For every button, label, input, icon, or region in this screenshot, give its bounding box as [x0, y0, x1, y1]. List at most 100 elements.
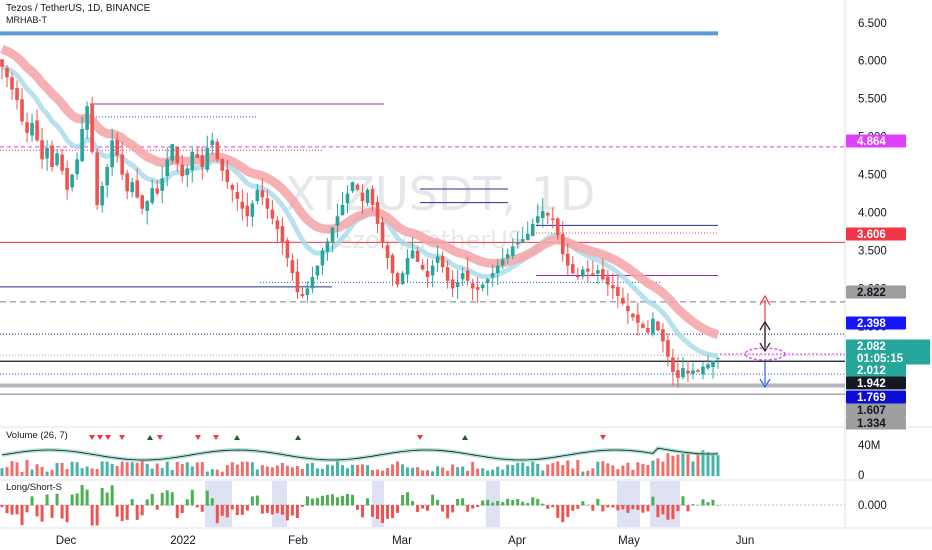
- volume-bar: [636, 462, 640, 476]
- long-short-bar: [55, 493, 59, 506]
- candle-body: [676, 370, 680, 378]
- candle-body: [45, 147, 49, 159]
- volume-bar: [30, 469, 34, 476]
- long-short-bar: [411, 501, 415, 506]
- long-short-bar: [75, 493, 79, 506]
- long-short-bar: [40, 505, 44, 522]
- candle-body: [370, 188, 375, 205]
- volume-bar: [305, 463, 309, 476]
- long-short-bar: [295, 505, 299, 519]
- long-short-bar: [386, 505, 390, 519]
- volume-bar: [521, 462, 525, 476]
- time-tick-label: 2022: [170, 535, 196, 547]
- long-short-bar: [135, 505, 139, 521]
- candle-body: [686, 370, 690, 374]
- long-short-bar: [586, 504, 590, 506]
- volume-bar: [40, 466, 44, 476]
- candle-body: [5, 68, 9, 78]
- long-short-bar: [406, 492, 410, 506]
- long-short-bar: [706, 502, 710, 506]
- candle-body: [120, 154, 124, 175]
- price-tag-box: [846, 227, 906, 241]
- candle-body: [475, 287, 480, 290]
- candle-body: [621, 297, 625, 304]
- candle-body: [550, 218, 555, 221]
- volume-bar: [220, 471, 224, 476]
- long-short-bar: [210, 498, 214, 506]
- long-short-bar: [546, 505, 550, 509]
- volume-bar: [80, 468, 84, 476]
- volume-bar: [696, 453, 700, 476]
- candle-body: [305, 288, 310, 295]
- volume-bar: [85, 466, 89, 476]
- long-short-bar: [686, 505, 690, 512]
- long-short-bar: [260, 505, 264, 514]
- candle-body: [210, 140, 215, 146]
- time-tick-label: May: [618, 535, 640, 547]
- volume-bar: [340, 465, 344, 476]
- long-short-bar: [621, 505, 625, 510]
- long-short-bar: [551, 505, 555, 508]
- candle-body: [430, 265, 435, 276]
- candle-body: [385, 245, 390, 259]
- long-short-pane[interactable]: [0, 481, 845, 527]
- volume-bar: [621, 465, 625, 476]
- volume-bar: [591, 468, 595, 476]
- long-short-bar: [471, 505, 475, 509]
- price-tag-label: 01:05:15: [857, 353, 904, 365]
- volume-down-marker: [600, 435, 606, 440]
- volume-bar: [396, 461, 400, 476]
- volume-bar: [586, 470, 590, 476]
- symbol-title: Tezos / TetherUS, 1D, BINANCE: [6, 3, 151, 14]
- long-short-bar: [20, 505, 24, 526]
- price-tag-box: [846, 316, 906, 330]
- volume-bar: [651, 460, 655, 476]
- long-short-bar: [461, 498, 465, 506]
- long-short-bar: [245, 505, 249, 511]
- candle-body: [185, 168, 190, 175]
- long-short-bar: [170, 492, 174, 506]
- long-short-bar: [561, 505, 565, 523]
- annotations[interactable]: [720, 294, 845, 389]
- volume-bar: [606, 463, 610, 476]
- volume-bar: [376, 469, 380, 476]
- time-axis[interactable]: Dec 2022 Feb Mar Apr May Jun: [56, 535, 755, 547]
- volume-bar: [10, 461, 14, 476]
- volume-bar: [681, 453, 685, 476]
- long-short-bar: [601, 505, 605, 512]
- volume-bar: [295, 466, 299, 476]
- candle-body: [340, 204, 345, 216]
- candle-body: [190, 151, 195, 171]
- long-short-bar: [355, 505, 359, 510]
- volume-down-marker: [195, 435, 201, 440]
- long-short-bar: [571, 505, 575, 511]
- volume-bar: [381, 470, 385, 476]
- long-short-bar: [140, 505, 144, 516]
- long-short-bar: [451, 505, 455, 513]
- price-tags: 4.8643.6062.8222.3982.08201:05:152.0121.…: [846, 134, 930, 430]
- volume-bar: [135, 462, 139, 476]
- long-short-bar: [646, 505, 650, 512]
- candle-body: [535, 216, 540, 223]
- long-short-bar: [596, 498, 600, 506]
- candle-body: [75, 159, 79, 175]
- candle-body: [20, 99, 24, 122]
- price-axis[interactable]: 6.5006.0005.5005.0004.5004.0003.5003.000…: [858, 18, 887, 512]
- long-short-bar: [531, 497, 535, 506]
- candle-body: [400, 273, 405, 284]
- long-short-bar: [556, 505, 560, 518]
- volume-bar: [200, 462, 204, 476]
- long-short-bar: [381, 505, 385, 523]
- volume-pane[interactable]: [0, 435, 720, 476]
- volume-bar: [401, 464, 405, 476]
- volume-bar: [426, 470, 430, 476]
- long-short-bar: [90, 505, 94, 526]
- candle-body: [661, 329, 665, 342]
- long-short-bar: [180, 505, 184, 514]
- long-short-bar: [676, 505, 680, 512]
- candle-body: [355, 184, 360, 190]
- long-short-bar: [581, 501, 585, 506]
- candle-body: [505, 254, 510, 259]
- long-short-bar: [235, 505, 239, 516]
